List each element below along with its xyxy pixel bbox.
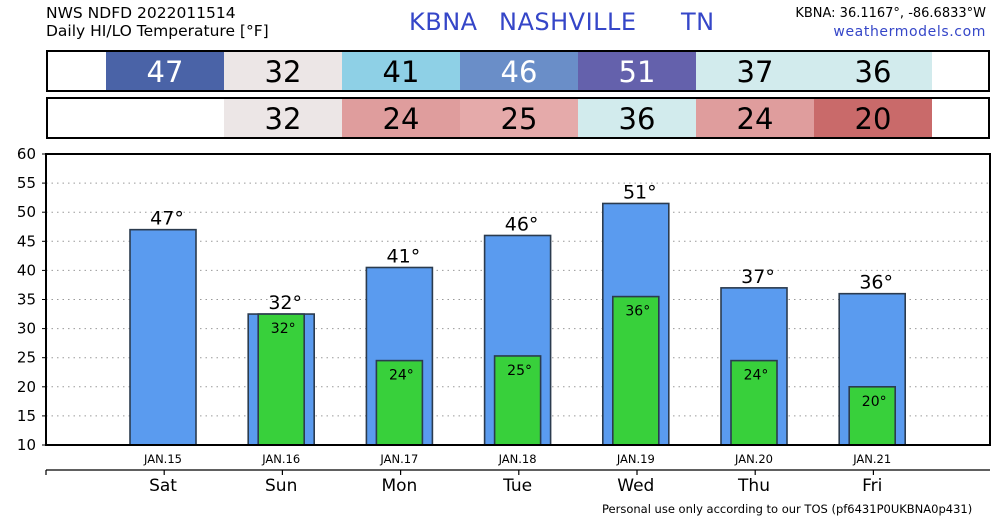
station-city: NASHVILLE [499, 8, 637, 36]
low-temp-cell: 24 [696, 99, 814, 137]
date-label: JAN.18 [498, 452, 537, 466]
station-coordinates: KBNA: 36.1167°, -86.6833°W [795, 6, 986, 21]
high-temp-label: 32° [268, 292, 302, 314]
low-temp-label: 36° [625, 304, 650, 320]
y-tick-label: 15 [17, 407, 36, 425]
date-label: JAN.20 [734, 452, 773, 466]
temperature-chart: 10 15 20 25 30 35 40 45 50 55 60 47° 32° 41° 46° 51° 37°… [0, 140, 1000, 500]
low-temp-strip: 32 24 25 36 24 20 [46, 97, 990, 139]
low-temp-cell: 24 [342, 99, 460, 137]
y-tick-label: 40 [17, 261, 36, 279]
high-temp-cell: 36 [814, 52, 932, 90]
station-state: TN [681, 8, 715, 36]
date-label: JAN.16 [261, 452, 300, 466]
low-temp-cell: 32 [224, 99, 342, 137]
high-temp-cell: 46 [460, 52, 578, 90]
high-temp-label: 51° [623, 181, 657, 203]
product-label: Daily HI/LO Temperature [°F] [46, 22, 269, 40]
y-tick-label: 50 [17, 203, 36, 221]
high-temp-cell: 37 [696, 52, 814, 90]
tos-footer: Personal use only according to our TOS (… [602, 502, 972, 516]
low-temp-label: 25° [507, 363, 532, 379]
y-tick-label: 30 [17, 320, 36, 338]
date-label: JAN.17 [379, 452, 418, 466]
high-temp-label: 47° [150, 208, 184, 230]
day-label: Sat [149, 476, 177, 496]
y-tick-label: 10 [17, 436, 36, 454]
date-label: JAN.15 [143, 452, 182, 466]
high-temp-cell: 51 [578, 52, 696, 90]
site-link[interactable]: weathermodels.com [833, 24, 986, 40]
high-temp-strip: 47 32 41 46 51 37 36 [46, 50, 990, 92]
high-temp-cell: 32 [224, 52, 342, 90]
day-label: Fri [862, 476, 882, 496]
high-temp-label: 46° [505, 213, 539, 235]
y-tick-label: 45 [17, 232, 36, 250]
date-label: JAN.21 [852, 452, 891, 466]
y-tick-label: 25 [17, 349, 36, 367]
y-tick-label: 20 [17, 378, 36, 396]
y-tick-label: 55 [17, 174, 36, 192]
low-temp-cell [106, 99, 224, 137]
low-temp-cell: 20 [814, 99, 932, 137]
y-tick-label: 60 [17, 145, 36, 163]
day-label: Thu [737, 476, 770, 496]
station-code: KBNA [409, 8, 478, 36]
high-temp-cell: 47 [106, 52, 224, 90]
date-label: JAN.19 [616, 452, 655, 466]
low-temp-label: 24° [744, 368, 769, 384]
low-temp-label: 32° [271, 321, 296, 337]
y-tick-label: 35 [17, 291, 36, 309]
day-label: Sun [265, 476, 297, 496]
day-label: Wed [617, 476, 654, 496]
high-temp-bar [130, 230, 196, 445]
high-temp-cell: 41 [342, 52, 460, 90]
header-info: NWS NDFD 2022011514 Daily HI/LO Temperat… [46, 4, 269, 40]
low-temp-cell: 25 [460, 99, 578, 137]
high-temp-label: 41° [387, 245, 421, 267]
high-temp-label: 36° [859, 272, 893, 294]
low-temp-cell: 36 [578, 99, 696, 137]
day-label: Mon [381, 476, 417, 496]
low-temp-label: 24° [389, 368, 414, 384]
high-temp-label: 37° [741, 266, 775, 288]
day-label: Tue [502, 476, 532, 496]
model-run-label: NWS NDFD 2022011514 [46, 4, 269, 22]
low-temp-label: 20° [862, 394, 887, 410]
